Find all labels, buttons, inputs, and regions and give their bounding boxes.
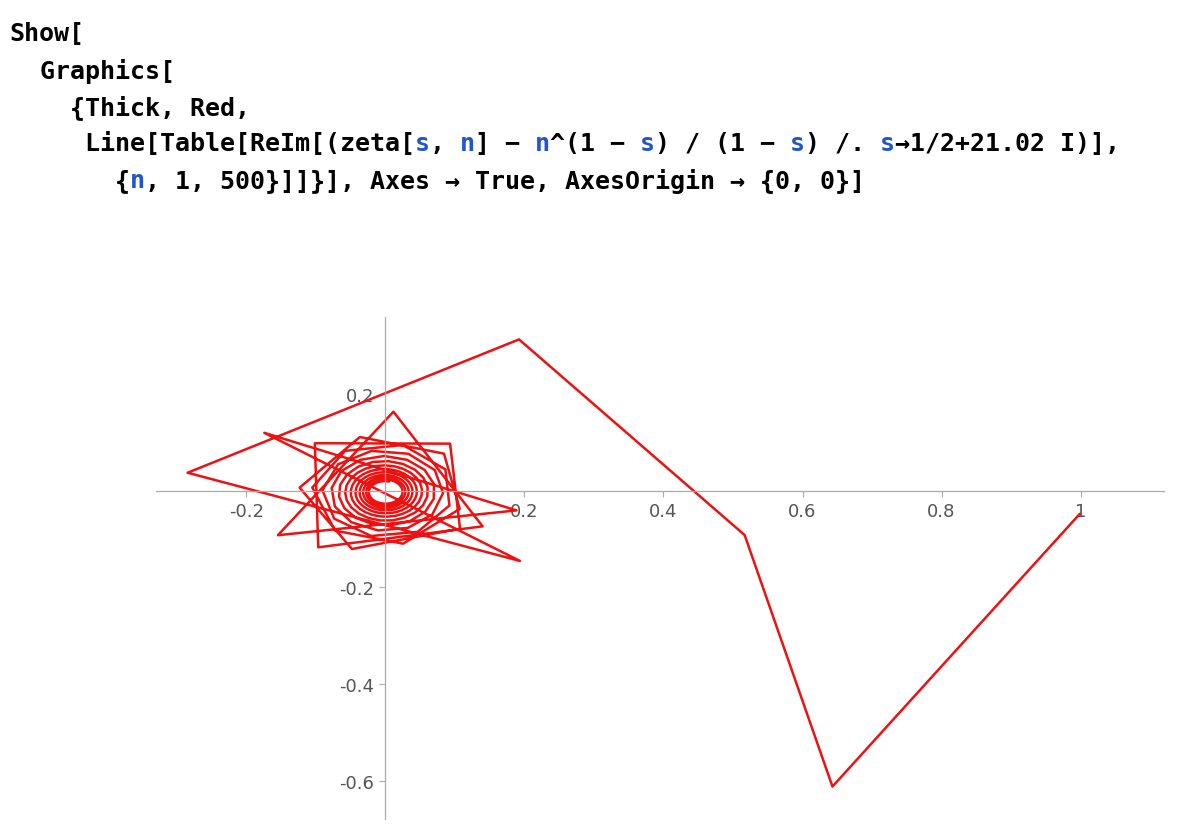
Text: Show[: Show[ <box>10 22 84 46</box>
Text: n: n <box>535 132 550 156</box>
Text: n: n <box>460 132 475 156</box>
Text: n: n <box>130 169 145 193</box>
Text: Line[Table[ReIm[(zeta[: Line[Table[ReIm[(zeta[ <box>10 132 415 156</box>
Text: s: s <box>880 132 895 156</box>
Text: →1/2+21.02 I)],: →1/2+21.02 I)], <box>895 132 1120 156</box>
Text: s: s <box>790 132 805 156</box>
Text: , 1, 500}]]}], Axes → True, AxesOrigin → {0, 0}]: , 1, 500}]]}], Axes → True, AxesOrigin →… <box>145 169 864 194</box>
Text: ] −: ] − <box>475 132 535 156</box>
Text: {: { <box>10 169 130 193</box>
Text: ^(1 −: ^(1 − <box>550 132 640 156</box>
Text: s: s <box>415 132 430 156</box>
Text: ) / (1 −: ) / (1 − <box>655 132 790 156</box>
Text: s: s <box>640 132 655 156</box>
Text: ) /.: ) /. <box>805 132 880 156</box>
Text: {Thick, Red,: {Thick, Red, <box>10 95 250 120</box>
Text: Graphics[: Graphics[ <box>10 59 175 84</box>
Text: ,: , <box>430 132 460 156</box>
